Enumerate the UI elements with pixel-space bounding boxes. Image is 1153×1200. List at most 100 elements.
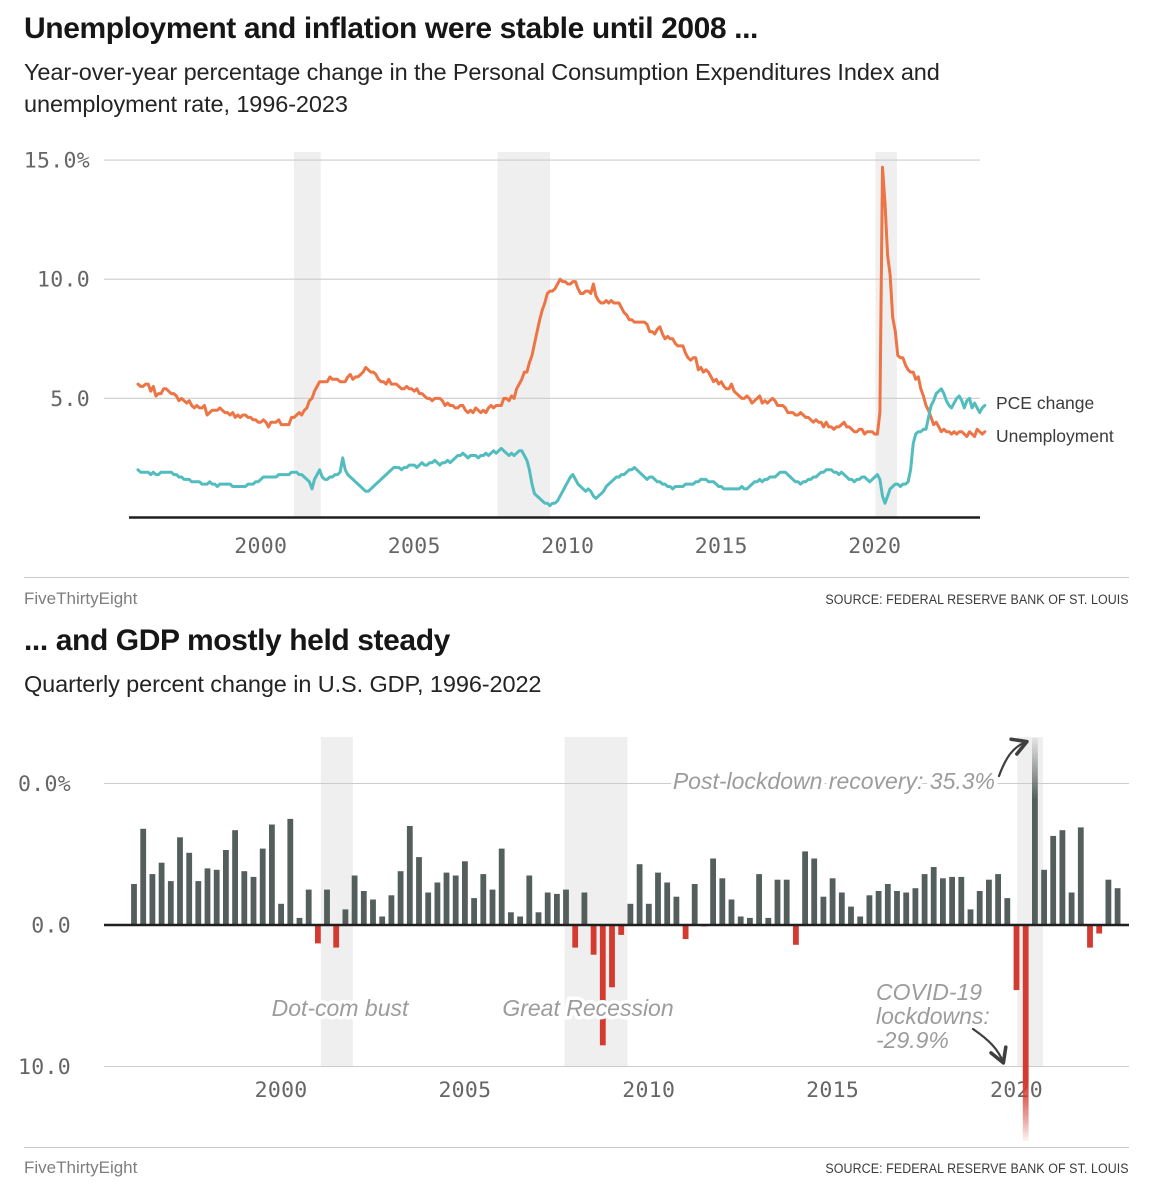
legend-label: PCE change [996,393,1094,413]
chart1-subtitle-line2: unemployment rate, 1996-2023 [24,91,348,117]
gdp-bar [416,857,422,925]
gdp-bar [1050,835,1057,925]
gdp-bar [480,874,487,925]
gdp-bar [572,925,579,948]
gdp-bar [894,891,900,925]
gdp-bar [976,891,983,925]
gdp-bar [848,906,854,925]
gdp-bar [995,874,1001,925]
gdp-bar [360,891,367,925]
annotation-label: COVID-19 [876,979,982,1005]
x-axis-tick-label: 2005 [388,534,441,559]
source-credit-2: SOURCE: FEDERAL RESERVE BANK OF ST. LOUI… [825,1161,1129,1176]
gdp-bar [195,881,202,925]
gdp-bar [645,903,652,925]
gdp-bar [691,884,698,925]
gdp-bar [609,925,615,988]
x-axis-tick-label: 2010 [541,534,594,559]
gdp-bar [379,916,386,925]
gdp-bar [774,879,781,925]
gdp-bar [636,864,643,925]
gdp-bar [958,876,965,925]
gdp-bar [710,858,716,925]
gdp-bar [406,826,413,925]
annotation-label: Dot-com bust [272,995,410,1021]
gdp-bar [581,892,588,925]
gdp-bar [186,852,193,925]
gdp-bar [296,917,303,925]
gdp-bar [342,909,349,925]
x-axis-tick-label: 2020 [990,1078,1043,1103]
gdp-bar [1114,888,1121,925]
gdp-bar [204,868,211,925]
gdp-bar [517,916,523,925]
gdp-bar [434,882,441,925]
gdp-bar [627,903,634,925]
unemployment-inflation-line-chart: 15.0% 10.0 5.0 2000 2005 2010 2015 2020 PCE chan… [24,149,1114,559]
gdp-bar [554,893,560,925]
gdp-bar [241,871,248,925]
x-axis-tick-label: 2000 [255,1078,308,1103]
source-credit: SOURCE: FEDERAL RESERVE BANK OF ST. LOUI… [825,592,1129,607]
gdp-bar [986,879,992,925]
x-axis-tick-label: 2005 [438,1078,491,1103]
annotation-label: -29.9% [876,1027,949,1053]
gdp-bar [829,878,836,925]
series-line-unemployment [136,165,987,438]
divider-rule [24,577,1129,578]
gdp-bar [866,895,873,925]
gdp-bar [590,925,597,955]
x-axis-tick-label: 2015 [695,534,748,559]
gdp-bar [618,925,625,935]
gdp-bar [489,889,496,925]
gdp-bar [388,895,395,925]
y-axis-tick-label: 10.0 [37,268,90,293]
legend-label: Unemployment [996,426,1114,446]
gdp-bar [305,889,312,925]
annotation-label: lockdowns: [876,1003,990,1029]
gdp-bar [351,875,358,925]
gdp-bar [756,874,762,925]
gdp-bar [930,867,937,925]
gdp-bar [508,912,514,925]
gdp-bar [287,818,294,925]
annotation-label: Great Recession [502,995,673,1021]
gdp-bar [838,892,845,925]
recession-band [497,152,550,517]
divider-rule-2 [24,1147,1129,1148]
gdp-bar [269,824,275,925]
recession-band [564,737,628,1067]
gdp-bar [278,903,284,925]
gdp-bar [1105,879,1112,925]
gdp-bar [747,917,753,925]
annotation-label: Post-lockdown recovery: 35.3% [673,768,995,794]
x-axis-tick-label: 2020 [848,534,901,559]
gdp-bar [1004,898,1011,925]
gdp-bar [526,875,533,925]
brand-credit: FiveThirtyEight [24,589,138,608]
gdp-bar [471,898,477,925]
gdp-bar [563,889,569,925]
annotation-arrow [971,1027,1008,1065]
gdp-bar [250,876,257,925]
gdp-bar [425,892,432,925]
gdp-bar [967,909,974,925]
gdp-bar [1059,830,1066,925]
y-axis-tick-label: 0.0 [31,914,71,939]
y-axis-tick-label: 0.0% [18,772,71,797]
gdp-bar [1041,869,1047,925]
x-axis-tick-label: 2010 [622,1078,675,1103]
gdp-bar [131,884,137,925]
chart1-subtitle-line1: Year-over-year percentage change in the … [24,59,940,85]
gdp-bar [903,892,910,925]
gdp-bar [397,871,404,925]
gdp-bar [324,889,330,925]
gdp-bar [682,925,689,940]
gdp-bar [783,879,790,925]
gdp-bar [1013,925,1020,991]
brand-credit-2: FiveThirtyEight [24,1158,138,1177]
y-axis-tick-label: 5.0 [50,387,90,412]
x-axis-tick-label: 2015 [806,1078,859,1103]
gdp-bar [315,925,321,944]
